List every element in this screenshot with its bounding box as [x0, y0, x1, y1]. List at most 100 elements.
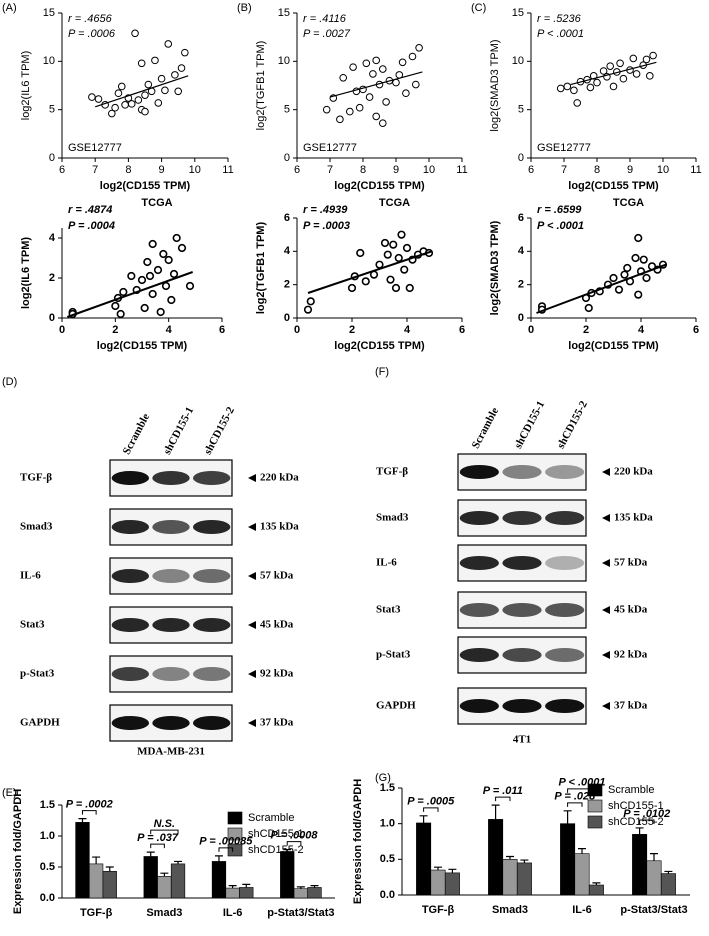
error-bar: [146, 851, 155, 857]
band-size: 57 kDa: [614, 557, 648, 569]
point: [339, 73, 348, 82]
point: [372, 56, 381, 65]
significance-label: P = .037: [137, 832, 179, 844]
x-tick-label: 4: [166, 324, 173, 336]
legend-label: Scramble: [248, 812, 294, 824]
bar: [574, 853, 590, 896]
y-tick-label: 15: [43, 7, 55, 19]
point: [619, 74, 628, 83]
significance-bracket: [81, 810, 97, 815]
point: [111, 301, 120, 311]
significance-label: P = .011: [483, 785, 523, 797]
point: [362, 59, 371, 68]
y-axis-label: log2(IL6 TPM): [20, 237, 32, 309]
x-tick-label: 2: [349, 324, 355, 336]
band-size: 220 kDa: [614, 466, 653, 478]
error-bar: [296, 886, 305, 889]
x-tick-label: 6: [459, 324, 465, 336]
y-tick-label: 0: [518, 312, 524, 324]
blot-band: [192, 618, 231, 632]
point: [111, 103, 119, 112]
blot-row-label: TGF-β: [376, 466, 408, 478]
arrow: [602, 559, 610, 567]
point: [174, 87, 182, 96]
error-bar: [650, 853, 658, 861]
y-tick-label: 6: [284, 212, 290, 224]
x-tick-label: 2: [583, 324, 589, 336]
point: [361, 277, 370, 286]
significance-label: P = .0005: [407, 796, 455, 808]
point: [642, 55, 651, 64]
point: [131, 29, 139, 38]
blot-band: [545, 465, 585, 479]
error-bar: [592, 882, 601, 886]
stat-annotation: GSE12777: [303, 142, 357, 154]
blot-band: [111, 471, 150, 485]
blot-row-label: p-Stat3: [20, 668, 55, 680]
blot-row-label: GAPDH: [376, 700, 416, 712]
blot-band: [111, 716, 150, 730]
band-size: 45 kDa: [260, 619, 294, 631]
blot-band: [152, 667, 190, 681]
error-bar: [520, 859, 529, 863]
point: [159, 249, 168, 259]
bar: [588, 884, 604, 896]
significance-label: P = .0008: [271, 830, 319, 842]
x-tick-label: 9: [627, 164, 633, 176]
arrow: [602, 468, 610, 476]
y-tick-label: 0.5: [380, 853, 395, 865]
bar: [430, 869, 446, 896]
x-tick-label: 4: [404, 324, 411, 336]
point: [646, 72, 654, 80]
point: [400, 265, 409, 274]
point: [143, 257, 152, 267]
point: [412, 80, 420, 89]
blot-band: [459, 603, 499, 617]
point: [408, 52, 417, 61]
y-axis-label: Expression fold/GAPDH: [352, 779, 364, 904]
point: [137, 275, 147, 285]
point: [573, 99, 582, 107]
y-tick-label: 0.0: [40, 892, 55, 904]
blot-band: [192, 520, 231, 534]
arrow: [248, 572, 256, 580]
point: [88, 93, 96, 101]
x-tick-label: 7: [561, 164, 567, 176]
stat-annotation: P = .0027: [303, 28, 351, 40]
point: [632, 70, 641, 78]
blot-row-label: IL-6: [376, 557, 397, 569]
fit-line: [95, 75, 189, 108]
stat-annotation: r = .4874: [68, 204, 112, 216]
x-tick-label: p-Stat3/Stat3: [620, 904, 687, 916]
point: [556, 84, 565, 93]
legend-swatch: [587, 799, 603, 813]
x-tick-label: 8: [360, 164, 366, 176]
point: [127, 100, 136, 108]
fit-line: [66, 271, 194, 318]
point: [171, 71, 179, 79]
x-tick-label: 8: [125, 164, 131, 176]
legend-label: shCD155-2: [248, 844, 304, 856]
fit-line: [570, 61, 657, 86]
x-tick-label: 6: [59, 164, 65, 176]
arrow: [248, 523, 256, 531]
arrow: [602, 702, 610, 710]
point: [356, 248, 365, 258]
bar: [75, 822, 90, 899]
y-tick-label: 10: [43, 55, 55, 67]
bar: [280, 851, 295, 899]
bar: [444, 872, 460, 896]
blot-row-label: Smad3: [20, 521, 53, 533]
arrow: [248, 621, 256, 629]
y-tick-label: 4: [49, 232, 56, 244]
point: [114, 89, 123, 98]
point: [151, 56, 159, 65]
blot-band: [192, 471, 231, 485]
x-tick-label: 7: [327, 164, 333, 176]
arrow: [248, 474, 256, 482]
y-tick-label: 1.0: [380, 818, 395, 830]
point: [382, 98, 390, 106]
point: [161, 281, 171, 291]
error-bar: [228, 885, 237, 889]
point: [380, 238, 390, 248]
